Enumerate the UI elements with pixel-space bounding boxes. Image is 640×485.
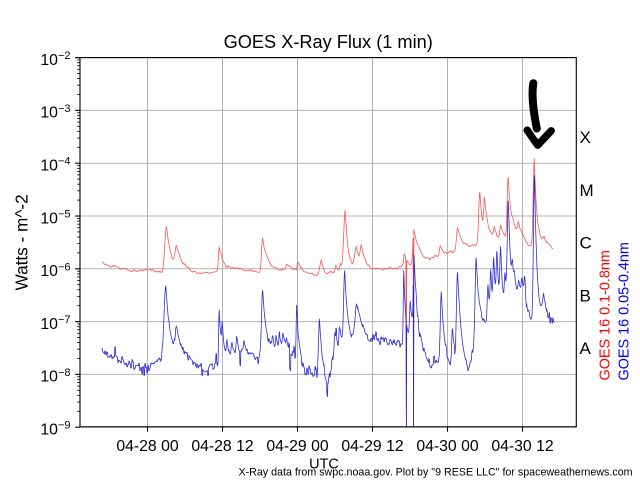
- svg-text:B: B: [580, 286, 591, 305]
- svg-text:X: X: [580, 128, 591, 147]
- svg-text:GOES X-Ray Flux (1 min): GOES X-Ray Flux (1 min): [224, 32, 433, 52]
- svg-text:04-29 00: 04-29 00: [266, 438, 329, 455]
- svg-text:X-Ray data from swpc.noaa.gov.: X-Ray data from swpc.noaa.gov. Plot by "…: [238, 467, 632, 479]
- svg-text:04-28 12: 04-28 12: [191, 438, 253, 455]
- svg-text:A: A: [580, 339, 592, 358]
- svg-text:04-28 00: 04-28 00: [116, 438, 179, 455]
- svg-text:04-30 00: 04-30 00: [416, 438, 479, 455]
- svg-text:M: M: [580, 181, 594, 200]
- svg-text:GOES 16 0.1-0.8nm: GOES 16 0.1-0.8nm: [598, 250, 614, 380]
- svg-text:UTC: UTC: [309, 457, 339, 473]
- svg-text:Watts - m^-2: Watts - m^-2: [12, 194, 32, 290]
- svg-text:04-29 12: 04-29 12: [341, 438, 403, 455]
- svg-text:C: C: [580, 234, 592, 253]
- svg-text:04-30 12: 04-30 12: [491, 438, 553, 455]
- svg-text:GOES 16 0.05-0.4nm: GOES 16 0.05-0.4nm: [617, 242, 633, 380]
